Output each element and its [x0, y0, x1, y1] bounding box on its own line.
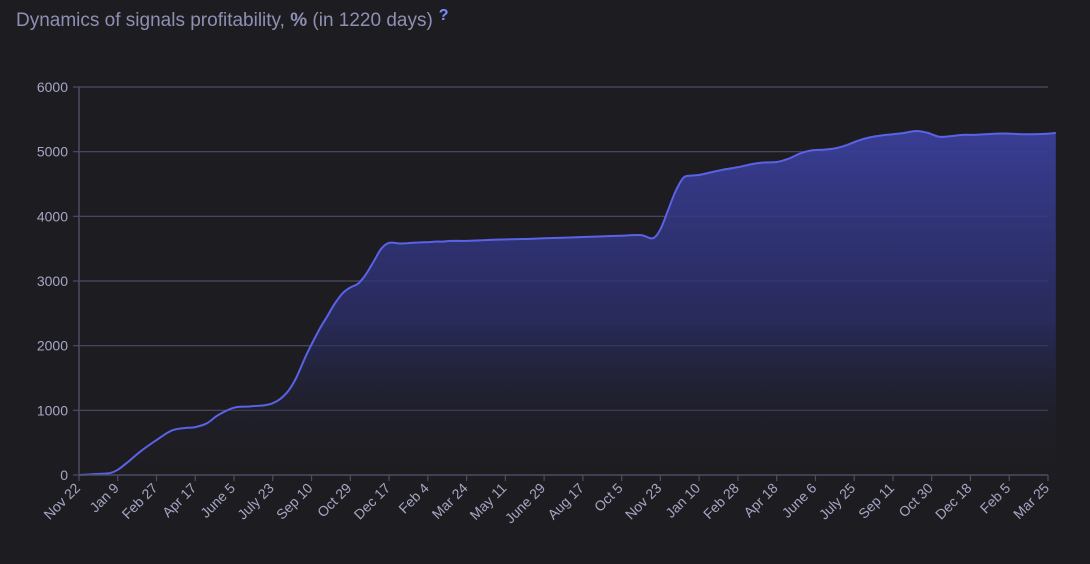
- y-tick-label: 1000: [37, 402, 68, 418]
- x-tick-label: June 29: [502, 480, 549, 527]
- x-tick-label: July 23: [234, 480, 277, 523]
- x-tick-label: Feb 5: [977, 480, 1014, 517]
- x-tick-label: Feb 27: [119, 480, 161, 522]
- x-tick-label: Feb 28: [700, 480, 742, 522]
- y-tick-label: 6000: [37, 79, 68, 95]
- area-layer: [78, 129, 1056, 476]
- x-tick-label: Apr 18: [740, 480, 781, 521]
- y-axis-ticks: 0 1000 2000 3000 4000 5000 6000: [37, 79, 79, 483]
- x-tick-label: Oct 5: [591, 480, 626, 515]
- x-tick-label: Feb 4: [395, 480, 432, 517]
- chart-header: Dynamics of signals profitability, % (in…: [16, 7, 449, 32]
- x-tick-label: Sep 10: [273, 480, 316, 523]
- series-area-fill: [79, 131, 1056, 475]
- x-tick-label: Dec 17: [351, 480, 394, 523]
- x-tick-label: Sep 11: [855, 480, 897, 522]
- y-tick-label: 5000: [37, 144, 68, 160]
- chart-title-suffix: (in 1220 days): [312, 10, 433, 31]
- x-tick-label: Apr 17: [159, 480, 200, 521]
- series-line: [78, 129, 1056, 476]
- x-tick-label: Mar 25: [1010, 480, 1052, 522]
- help-icon[interactable]: ?: [438, 7, 449, 24]
- y-tick-label: 3000: [37, 273, 68, 289]
- chart-title: Dynamics of signals profitability, % (in…: [16, 10, 433, 32]
- chart-title-unit: %: [290, 10, 308, 31]
- y-tick-label: 4000: [37, 208, 68, 224]
- y-tick-label: 2000: [37, 338, 68, 354]
- x-tick-label: Aug 17: [544, 480, 587, 523]
- x-tick-label: Nov 22: [40, 480, 83, 523]
- x-tick-label: Nov 23: [622, 480, 665, 523]
- y-tick-label: 0: [60, 467, 68, 483]
- x-tick-label: Dec 18: [932, 480, 975, 523]
- x-tick-label: June 6: [779, 480, 820, 521]
- x-tick-label: Jan 10: [662, 480, 703, 521]
- x-tick-label: July 25: [816, 480, 859, 523]
- x-tick-label: Oct 29: [314, 480, 355, 521]
- x-tick-label: Oct 30: [895, 480, 936, 521]
- x-tick-label: Jan 9: [86, 480, 122, 516]
- x-tick-label: June 5: [197, 480, 238, 521]
- x-tick-label: Mar 24: [429, 480, 471, 522]
- chart-title-prefix: Dynamics of signals profitability,: [16, 10, 285, 31]
